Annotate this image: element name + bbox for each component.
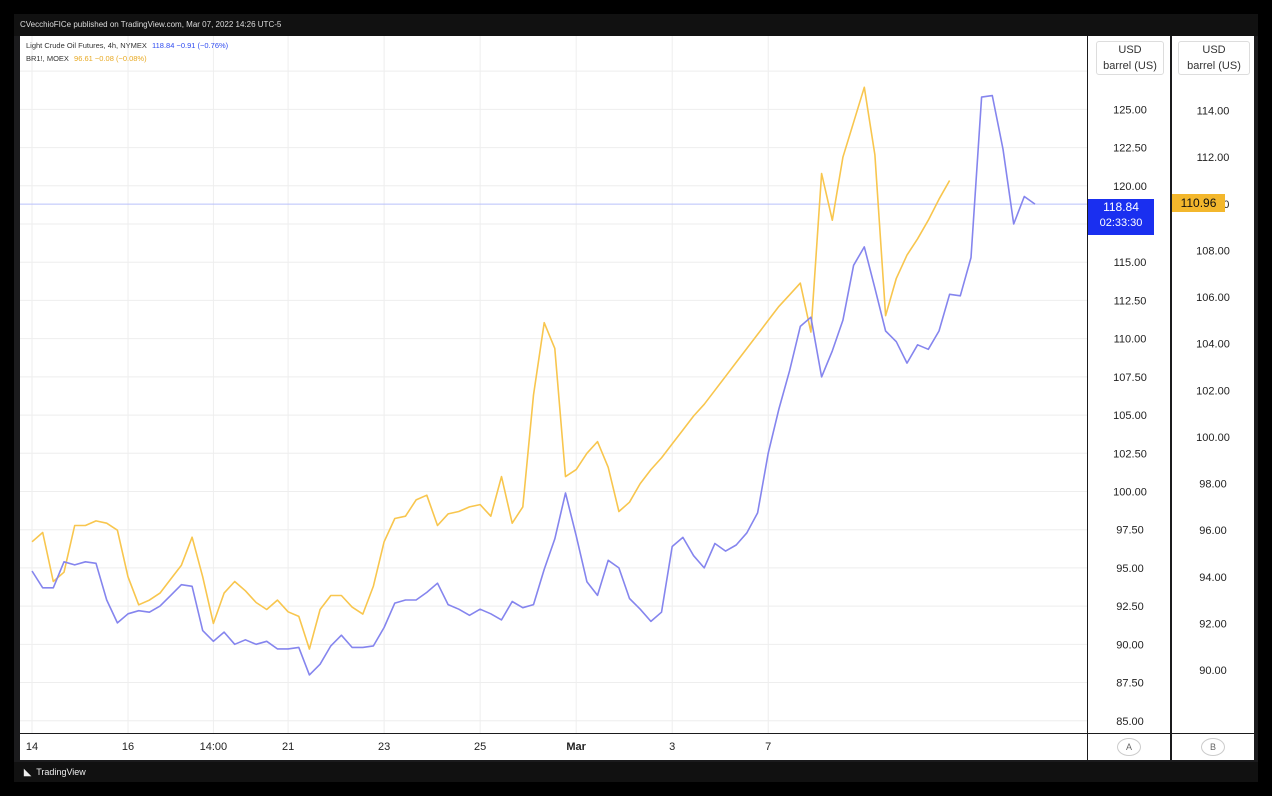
axis-b-tick-label: 94.00: [1199, 572, 1227, 584]
axis-b-tick-label: 96.00: [1199, 525, 1227, 537]
axis-a-unit[interactable]: USD barrel (US): [1096, 41, 1164, 75]
footer-logo-text: TradingView: [36, 767, 86, 777]
axis-b-measure: barrel (US): [1187, 60, 1241, 72]
axis-a-tick-label: 120.00: [1113, 181, 1147, 193]
publish-header: CVecchioFICe published on TradingView.co…: [14, 14, 1258, 36]
time-tick-label: Mar: [566, 741, 586, 753]
axis-b-label-button[interactable]: B: [1201, 738, 1225, 756]
axis-b-tick-label: 92.00: [1199, 618, 1227, 630]
axis-b-svg: 116.00114.00112.00110.00108.00106.00104.…: [1196, 59, 1230, 677]
axis-b-tick-label: 90.00: [1199, 665, 1227, 677]
axis-a-tick-label: 95.00: [1116, 563, 1144, 575]
axis-b-tick-label: 106.00: [1196, 292, 1230, 304]
series-line-brent: [31, 86, 951, 650]
legend-wti-name: Light Crude Oil Futures, 4h, NYMEX: [26, 41, 147, 50]
footer-bar: ◣ TradingView: [14, 762, 1258, 782]
axis-a-tick-label: 110.00: [1114, 334, 1147, 346]
tradingview-logo-icon: ◣: [24, 767, 31, 777]
axis-a-tick-label: 97.50: [1116, 525, 1144, 537]
time-tick-label: 3: [669, 741, 675, 753]
axis-b-unit[interactable]: USD barrel (US): [1178, 41, 1250, 75]
axis-b-tick-label: 114.00: [1197, 106, 1230, 118]
axis-a-tick-label: 92.50: [1116, 601, 1144, 613]
time-tick-label: 14:00: [200, 741, 228, 753]
axis-b-tick-label: 112.00: [1197, 152, 1230, 164]
axis-a-tick-label: 100.00: [1113, 486, 1147, 498]
axis-b-tick-label: 104.00: [1196, 339, 1230, 351]
legend-series-brent[interactable]: BR1!, MOEX 96.61 −0.08 (−0.08%): [26, 54, 147, 63]
time-tick-label: 25: [474, 741, 486, 753]
time-tick-label: 23: [378, 741, 390, 753]
axis-a-tick-label: 102.50: [1113, 448, 1147, 460]
axis-a-tick-label: 85.00: [1116, 716, 1144, 728]
price-axis-b[interactable]: 116.00114.00112.00110.00108.00106.00104.…: [1172, 36, 1254, 733]
axis-a-footer: A: [1088, 734, 1170, 760]
axis-b-tick-label: 108.00: [1196, 245, 1230, 257]
axis-a-tick-label: 87.50: [1116, 678, 1144, 690]
legend-series-wti[interactable]: Light Crude Oil Futures, 4h, NYMEX 118.8…: [26, 41, 228, 50]
axis-b-tick-label: 102.00: [1196, 385, 1230, 397]
time-tick-label: 21: [282, 741, 294, 753]
axis-a-tick-label: 90.00: [1116, 639, 1144, 651]
price-axis-a[interactable]: 127.50125.00122.50120.00117.50115.00112.…: [1088, 36, 1170, 733]
axis-b-tick-label: 98.00: [1199, 479, 1227, 491]
time-axis-svg: 14 16 14:00 21 23 25 Mar 3 7: [26, 741, 771, 753]
time-tick-label: 14: [26, 741, 38, 753]
axis-a-tick-label: 107.50: [1113, 372, 1147, 384]
axis-b-tick-label: 100.00: [1196, 432, 1230, 444]
time-tick-label: 7: [765, 741, 771, 753]
axis-a-label-button[interactable]: A: [1117, 738, 1141, 756]
wti-last-price: 118.84: [1103, 200, 1139, 214]
axis-a-tick-label: 125.00: [1113, 104, 1147, 116]
axis-b-currency: USD: [1202, 44, 1226, 56]
time-tick-label: 16: [122, 741, 134, 753]
plot-svg: [20, 36, 1087, 733]
legend-brent-name: BR1!, MOEX: [26, 54, 69, 63]
axis-a-currency: USD: [1118, 44, 1142, 56]
plot-area[interactable]: Light Crude Oil Futures, 4h, NYMEX 118.8…: [20, 36, 1087, 733]
axis-a-measure: barrel (US): [1103, 60, 1157, 72]
axis-a-tick-label: 112.50: [1114, 295, 1147, 307]
axis-b-footer: B: [1172, 734, 1254, 760]
axis-a-tick-label: 105.00: [1113, 410, 1147, 422]
axis-a-svg: 127.50125.00122.50120.00117.50115.00112.…: [1113, 66, 1147, 728]
wti-bar-countdown: 02:33:30: [1099, 217, 1143, 229]
axis-a-tick-label: 115.00: [1114, 257, 1147, 269]
axis-a-tick-label: 122.50: [1113, 143, 1147, 155]
legend-wti-values: 118.84 −0.91 (−0.76%): [151, 41, 229, 50]
time-axis[interactable]: 14 16 14:00 21 23 25 Mar 3 7: [20, 734, 1087, 760]
wti-price-tag: 118.84 02:33:30: [1088, 199, 1154, 235]
legend-brent-values: 96.61 −0.08 (−0.08%): [74, 54, 147, 63]
brent-price-tag: 110.96: [1172, 194, 1225, 212]
series-line-wti: [31, 94, 1036, 676]
